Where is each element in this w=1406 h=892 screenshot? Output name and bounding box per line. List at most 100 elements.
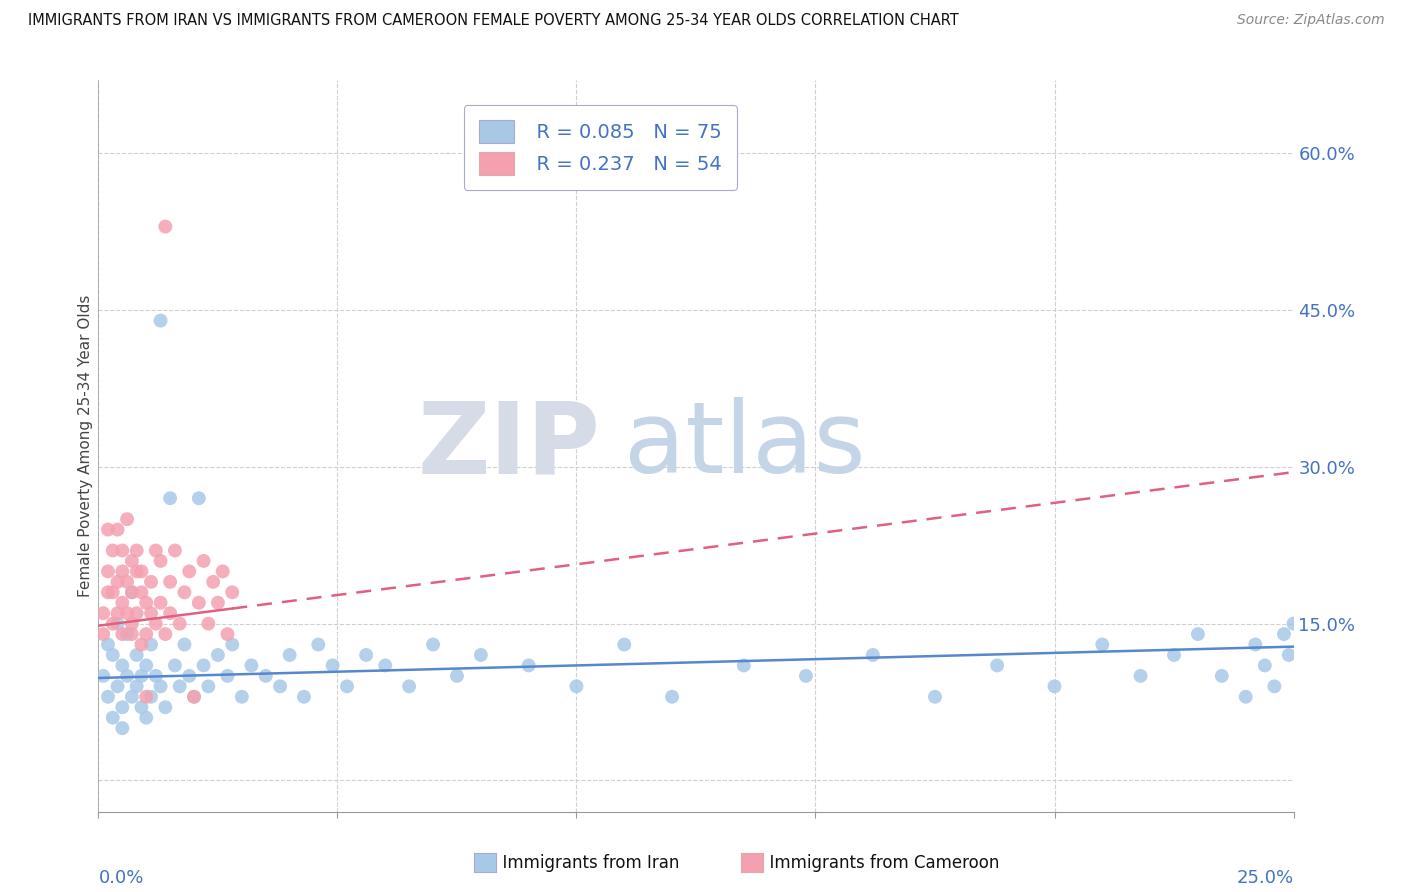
Point (131, 638, 153, 652)
Point (145, 543, 167, 558)
Point (197, 679, 219, 693)
Point (107, 523, 129, 537)
Point (121, 585, 143, 599)
Point (183, 690, 205, 704)
Point (1187, 627, 1209, 641)
Point (221, 638, 243, 652)
Point (115, 574, 138, 589)
Point (135, 711, 157, 725)
Point (135, 658, 157, 673)
Point (269, 679, 291, 693)
Point (101, 543, 124, 558)
Point (221, 585, 243, 599)
Point (217, 669, 239, 683)
Point (91, 606, 114, 620)
Point (111, 721, 134, 735)
Point (125, 648, 148, 662)
Point (139, 690, 162, 704)
Point (121, 627, 143, 641)
Point (101, 711, 124, 725)
Point (1282, 616, 1305, 631)
Point (107, 679, 129, 693)
Point (149, 679, 172, 693)
Point (1263, 679, 1285, 693)
Point (307, 638, 329, 652)
Point (135, 627, 157, 641)
Point (292, 690, 315, 704)
Point (121, 585, 143, 599)
Point (149, 596, 172, 610)
Point (1254, 658, 1277, 673)
Point (169, 616, 191, 631)
Point (398, 679, 420, 693)
Point (173, 585, 195, 599)
Point (145, 669, 167, 683)
Point (111, 565, 134, 579)
Point (115, 606, 138, 620)
Point (155, 700, 177, 714)
Point (115, 512, 138, 526)
Point (354, 648, 377, 662)
Point (121, 616, 143, 631)
Text: Immigrants from Cameroon: Immigrants from Cameroon (759, 855, 1000, 872)
Point (254, 669, 277, 683)
Point (1043, 679, 1066, 693)
Point (139, 574, 162, 589)
Point (613, 638, 636, 652)
Point (733, 658, 755, 673)
Point (240, 658, 263, 673)
Point (97, 585, 120, 599)
Point (149, 313, 172, 327)
Text: Source: ZipAtlas.com: Source: ZipAtlas.com (1237, 13, 1385, 28)
Point (183, 690, 205, 704)
Point (1091, 638, 1114, 652)
Point (121, 554, 143, 568)
Text: 25.0%: 25.0% (1236, 869, 1294, 888)
Point (131, 700, 153, 714)
Point (135, 690, 157, 704)
Point (187, 596, 209, 610)
Point (107, 616, 129, 631)
Point (862, 648, 884, 662)
Point (155, 627, 177, 641)
Point (202, 574, 225, 589)
Point (197, 616, 219, 631)
Point (1278, 648, 1301, 662)
Point (470, 648, 492, 662)
Point (111, 700, 134, 714)
Point (111, 658, 134, 673)
Point (131, 565, 153, 579)
Point (179, 669, 201, 683)
Point (107, 574, 129, 589)
Point (91, 669, 114, 683)
Point (125, 606, 148, 620)
Point (125, 565, 148, 579)
Point (231, 690, 253, 704)
Point (101, 616, 124, 631)
Point (565, 679, 588, 693)
Text: IMMIGRANTS FROM IRAN VS IMMIGRANTS FROM CAMEROON FEMALE POVERTY AMONG 25-34 YEAR: IMMIGRANTS FROM IRAN VS IMMIGRANTS FROM … (28, 13, 959, 29)
Text: 0.0%: 0.0% (98, 869, 143, 888)
Point (121, 690, 143, 704)
Point (794, 669, 817, 683)
Point (217, 627, 239, 641)
Point (101, 585, 124, 599)
Point (159, 606, 181, 620)
Point (322, 658, 344, 673)
Point (97, 638, 120, 652)
Legend:   R = 0.085   N = 75,   R = 0.237   N = 54: R = 0.085 N = 75, R = 0.237 N = 54 (464, 104, 737, 190)
Point (135, 596, 157, 610)
Point (111, 596, 134, 610)
Point (163, 658, 186, 673)
Point (131, 585, 153, 599)
Point (446, 669, 468, 683)
Point (1129, 669, 1152, 683)
Point (1211, 669, 1233, 683)
Point (97, 690, 120, 704)
Point (1234, 690, 1257, 704)
Point (169, 679, 191, 693)
Point (111, 627, 134, 641)
Point (159, 574, 181, 589)
Point (1244, 638, 1267, 652)
Point (374, 658, 396, 673)
